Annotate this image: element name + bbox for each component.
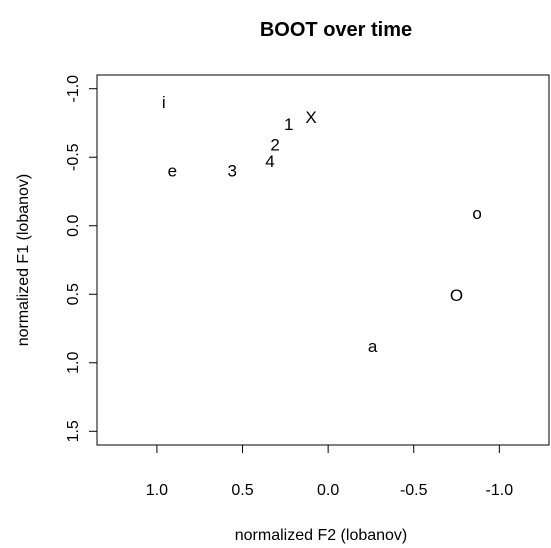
x-tick-label: 0.0	[317, 482, 339, 499]
plot-frame	[96, 74, 550, 446]
x-axis-label: normalized F2 (lobanov)	[235, 527, 408, 544]
y-tick-label: -0.5	[65, 143, 82, 171]
y-tick-label: 1.0	[65, 352, 82, 374]
y-axis-label: normalized F1 (lobanov)	[15, 174, 32, 347]
data-point: a	[368, 337, 378, 356]
x-tick-label: 0.5	[231, 482, 253, 499]
data-point: 1	[284, 115, 293, 134]
y-tick-label: 0.5	[65, 283, 82, 305]
data-point: X	[305, 108, 316, 127]
data-point: e	[168, 161, 177, 180]
x-axis: 1.0 0.5 0.0 -0.5 -1.0	[146, 445, 513, 499]
data-point: i	[162, 93, 166, 112]
chart-title: BOOT over time	[260, 19, 412, 41]
data-point: 4	[265, 152, 274, 171]
data-point: o	[472, 204, 481, 223]
x-tick-label: -1.0	[486, 482, 514, 499]
x-tick-label: 1.0	[146, 482, 168, 499]
y-tick-label: 1.5	[65, 420, 82, 442]
y-tick-label: -1.0	[65, 75, 82, 103]
x-tick-label: -0.5	[400, 482, 428, 499]
data-point: O	[450, 286, 463, 305]
y-tick-label: 0.0	[65, 215, 82, 237]
y-axis: -1.0 -0.5 0.0 0.5 1.0 1.5	[65, 75, 97, 442]
data-point: 2	[270, 135, 279, 154]
data-point: 3	[228, 161, 237, 180]
